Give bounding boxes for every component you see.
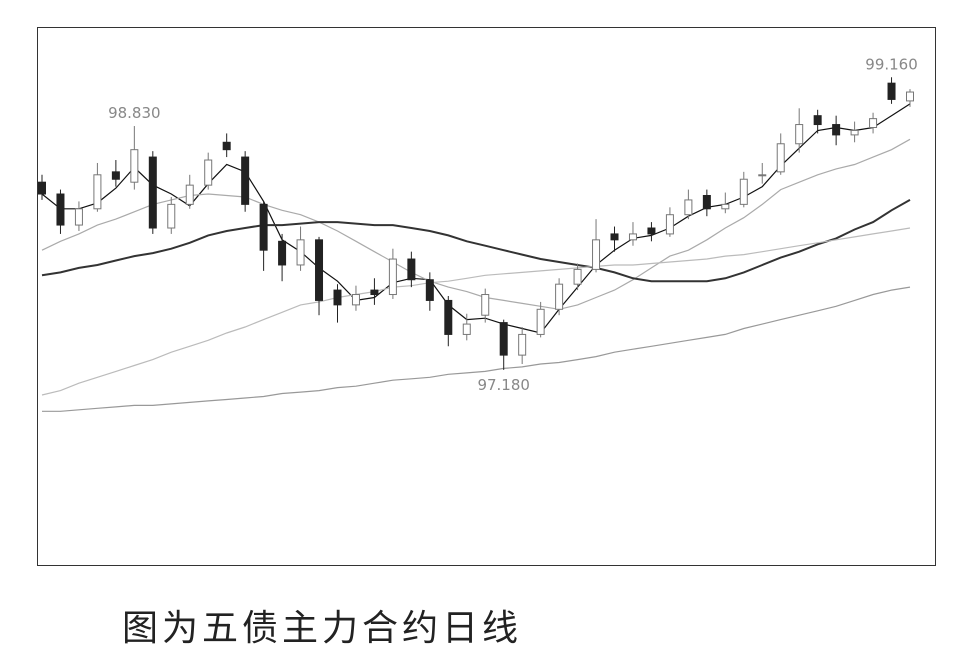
candle-body — [56, 193, 65, 226]
extreme-label: 99.160 — [865, 55, 918, 73]
candle-body — [813, 115, 822, 126]
candle-body — [167, 203, 176, 229]
candle-body — [74, 208, 83, 226]
candle-body — [315, 239, 324, 301]
ma-line — [41, 199, 911, 283]
candle-body — [647, 227, 656, 235]
candle-body — [592, 239, 601, 270]
candle-body — [296, 239, 305, 266]
candle-body — [407, 258, 416, 281]
candle-body — [388, 258, 397, 296]
candle-body — [38, 181, 46, 195]
candle-body — [665, 214, 674, 235]
candle-body — [259, 203, 268, 251]
candle-body — [462, 323, 471, 335]
candle-body — [850, 129, 859, 136]
candle-body — [351, 294, 360, 306]
candle-body — [684, 199, 693, 216]
ma-line — [41, 227, 911, 396]
extreme-label: 97.180 — [477, 376, 530, 394]
candle-body — [610, 233, 619, 241]
candle-body — [148, 156, 157, 229]
candle-body — [758, 174, 767, 177]
candle-body — [370, 289, 379, 296]
candle-body — [333, 289, 342, 306]
candle-body — [93, 174, 102, 210]
candle-body — [869, 118, 878, 129]
caption: 图为五债主力合约日线 — [122, 608, 522, 649]
candle-body — [444, 299, 453, 335]
candle-body — [573, 268, 582, 285]
candle-body — [832, 124, 841, 136]
candle-body — [241, 156, 250, 205]
candle-body — [906, 91, 914, 102]
candle-body — [518, 333, 527, 356]
candle-body — [499, 322, 508, 356]
candle-body — [425, 279, 434, 301]
candle-body — [111, 171, 120, 180]
candle-body — [628, 233, 637, 241]
candle-body — [555, 283, 564, 310]
extreme-label: 98.830 — [108, 104, 161, 122]
candle-body — [222, 141, 231, 151]
plot-frame — [37, 27, 936, 566]
candle-body — [721, 203, 730, 210]
candle-body — [536, 308, 545, 335]
candle-body — [130, 149, 139, 183]
candle-body — [795, 124, 804, 145]
candle-body — [887, 82, 896, 100]
candle-body — [481, 294, 490, 316]
candle-body — [204, 159, 213, 186]
candle-body — [278, 240, 287, 266]
candle-body — [739, 178, 748, 205]
candle-body — [185, 184, 194, 205]
candle-body — [702, 194, 711, 210]
candle-body — [776, 143, 785, 173]
ma-line — [42, 286, 911, 412]
